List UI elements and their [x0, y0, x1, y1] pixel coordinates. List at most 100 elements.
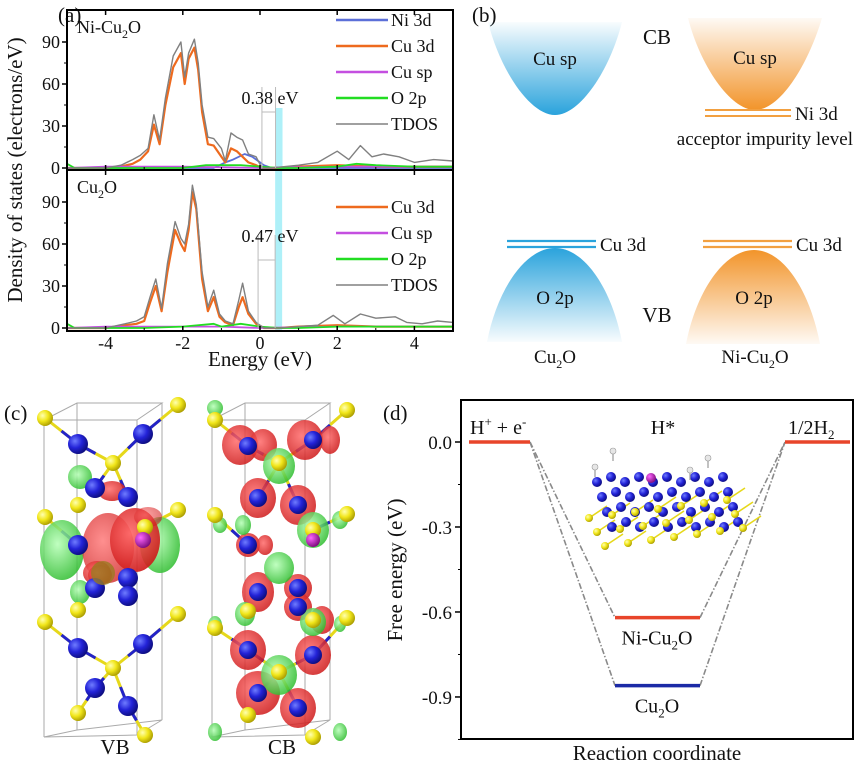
connector-line — [699, 441, 786, 686]
vb-structure — [37, 397, 186, 743]
cb-band-label-ni-cu2o: Cu sp — [733, 48, 777, 69]
panel-c-charge-density: (c) VB CB — [4, 397, 355, 759]
o-atom — [739, 524, 747, 532]
connector-line — [529, 441, 616, 686]
unit-cell-edge — [211, 402, 332, 421]
subplot-title: Ni-Cu2O — [77, 17, 141, 41]
unit-cell-edge — [43, 402, 164, 421]
cu-atom — [289, 598, 307, 616]
cu-atom — [118, 568, 138, 588]
cu-atom — [304, 646, 322, 664]
cu-atom — [118, 586, 138, 606]
cu-atom — [85, 478, 105, 498]
cu-atom — [68, 535, 88, 555]
negative-isosurface — [207, 400, 223, 416]
cu-atom — [676, 477, 686, 487]
y-axis-label: Free energy (eV) — [383, 498, 407, 641]
o-atom — [170, 502, 186, 518]
vb-band-shape-ni-cu2o — [686, 250, 820, 344]
cu-atom — [239, 641, 257, 659]
cu-atom — [621, 517, 631, 527]
dos-subplot-cu2o: 0.47 eV 0 30 60 90 Cu2O Cu 3d Cu sp O 2p TDOS — [42, 169, 454, 338]
cu-atom — [133, 634, 153, 654]
cb-band-shape-ni-cu2o — [688, 18, 822, 110]
cb-structure — [207, 400, 355, 745]
o-atom — [731, 510, 739, 518]
x-tick-label: -4 — [98, 333, 113, 353]
panel-d-free-energy-chart: (d) Free energy (eV) Reaction coordinate… — [383, 399, 854, 765]
o-atom — [631, 508, 639, 516]
cu-atom — [639, 487, 649, 497]
cu-atom — [653, 492, 663, 502]
cu-atom — [611, 487, 621, 497]
o-atom — [700, 499, 708, 507]
cu-atom — [118, 696, 138, 716]
cu-atom — [662, 472, 672, 482]
y-tick-label: 60 — [42, 74, 60, 94]
legend-label: O 2p — [391, 88, 427, 108]
panel-b-band-diagram: (b) Cu sp CB Cu sp Ni 3d acceptor impuri… — [472, 3, 853, 371]
cu-atom — [289, 699, 307, 717]
legend-label: Cu sp — [391, 223, 433, 243]
panel-c-label: (c) — [4, 401, 27, 425]
series-tdos — [67, 38, 454, 169]
o-atom — [693, 530, 701, 538]
positive-isosurface — [257, 535, 273, 555]
o-atom — [207, 507, 223, 523]
dos-subplot-ni-cu2o: 0.38 eV 0 30 60 90 Ni-Cu2O Ni 3d Cu 3d Cu sp O 2p… — [42, 9, 454, 178]
negative-isosurface — [264, 552, 294, 584]
y-tick-label: 30 — [42, 116, 60, 136]
cu-atom — [239, 536, 257, 554]
y-tick-label: -0.3 — [422, 518, 452, 539]
state-label: H+ + e- — [470, 414, 526, 439]
o-atom — [37, 509, 53, 525]
cu-atom — [289, 496, 307, 514]
x-tick-label: -2 — [175, 333, 190, 353]
cu-atom — [695, 487, 705, 497]
cu-atom — [249, 583, 267, 601]
positive-isosurface — [320, 426, 340, 454]
x-axis-label: Reaction coordinate — [573, 741, 742, 765]
cu-atom — [667, 487, 677, 497]
o-atom — [647, 536, 655, 544]
series-tdos — [67, 184, 454, 329]
state-label: 1/2H2 — [788, 417, 835, 442]
gap-annotation: 0.38 eV — [242, 88, 299, 108]
cu-atom — [677, 517, 687, 527]
cu-atom — [239, 437, 257, 455]
cu-atom — [728, 502, 738, 512]
o-atom — [723, 496, 731, 504]
negative-isosurface — [70, 580, 90, 604]
y-tick-label: 90 — [42, 32, 60, 52]
o-atom — [271, 455, 287, 471]
legend: Cu 3d Cu sp O 2p TDOS — [336, 197, 438, 295]
o-atom — [105, 660, 121, 676]
legend-label: TDOS — [391, 114, 438, 134]
cu-atom — [85, 678, 105, 698]
cu-atom — [733, 517, 743, 527]
o-atom — [339, 506, 355, 522]
panel-d-label: (d) — [383, 401, 408, 425]
cu-atom — [289, 579, 307, 597]
cu-atom — [704, 477, 714, 487]
cu-atom — [644, 502, 654, 512]
vb-band-label-ni-cu2o: O 2p — [735, 288, 772, 309]
cu-atom — [714, 507, 724, 517]
o-atom — [685, 516, 693, 524]
o-atom — [716, 527, 724, 535]
o-atom — [170, 397, 186, 413]
y-tick-label: 0.0 — [428, 433, 452, 454]
negative-isosurface — [208, 723, 222, 741]
o-atom — [240, 603, 256, 619]
y-axis-label: Density of states (electrons/eV) — [3, 37, 27, 302]
o-atom — [137, 727, 153, 743]
o-atom — [624, 539, 632, 547]
series-label: Cu2O — [635, 696, 679, 721]
ni-atom — [306, 533, 320, 547]
legend-label: Cu 3d — [391, 197, 435, 217]
h-atom — [704, 454, 712, 462]
o-atom — [271, 664, 287, 680]
vb-band-label-cu2o: O 2p — [536, 288, 573, 309]
o-atom — [339, 402, 355, 418]
o-atom — [137, 519, 153, 535]
